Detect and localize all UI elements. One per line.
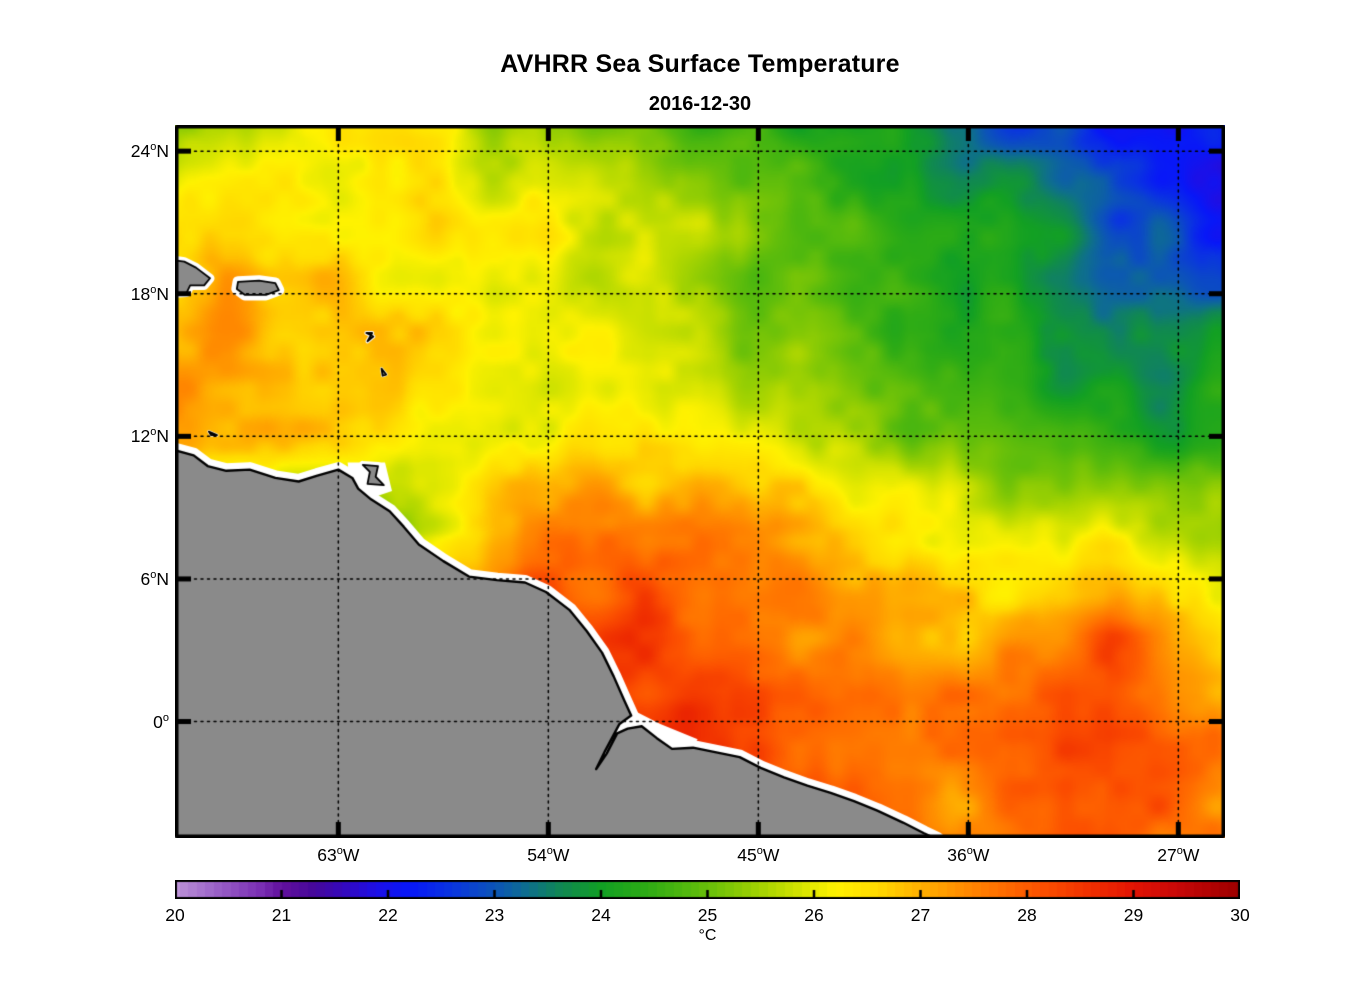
colorbar-tick-label: 24 <box>591 905 611 925</box>
colorbar-tick-label: 22 <box>378 905 398 925</box>
x-tick-label: 27oW <box>1157 845 1200 865</box>
colorbar-tick-label: 29 <box>1123 905 1144 925</box>
y-tick-label: 0o <box>153 711 169 732</box>
colorbar-tick-label: 21 <box>271 905 292 925</box>
colorbar-tick-label: 27 <box>910 905 931 925</box>
y-tick-label: 18oN <box>130 283 169 304</box>
sst-map-canvas <box>175 125 1225 838</box>
colorbar-tick-label: 30 <box>1230 905 1250 925</box>
colorbar-tick-label: 23 <box>484 905 505 925</box>
x-tick-label: 45oW <box>737 845 780 865</box>
colorbar-unit-label: °C <box>698 927 717 944</box>
colorbar-gradient <box>175 880 1240 899</box>
colorbar-tick-label: 28 <box>1017 905 1037 925</box>
colorbar-tick-label: 20 <box>165 905 185 925</box>
x-tick-label: 36oW <box>947 845 990 865</box>
date-subtitle: 2016-12-30 <box>648 93 752 115</box>
x-tick-label: 63oW <box>317 845 360 865</box>
colorbar-tick-label: 25 <box>697 905 718 925</box>
y-tick-label: 12oN <box>130 426 169 447</box>
x-tick-label: 54oW <box>527 845 570 865</box>
colorbar-tick-label: 26 <box>804 905 824 925</box>
y-tick-label: 6oN <box>140 568 170 589</box>
page-title: AVHRR Sea Surface Temperature <box>500 50 900 78</box>
y-tick-label: 24oN <box>130 141 169 162</box>
